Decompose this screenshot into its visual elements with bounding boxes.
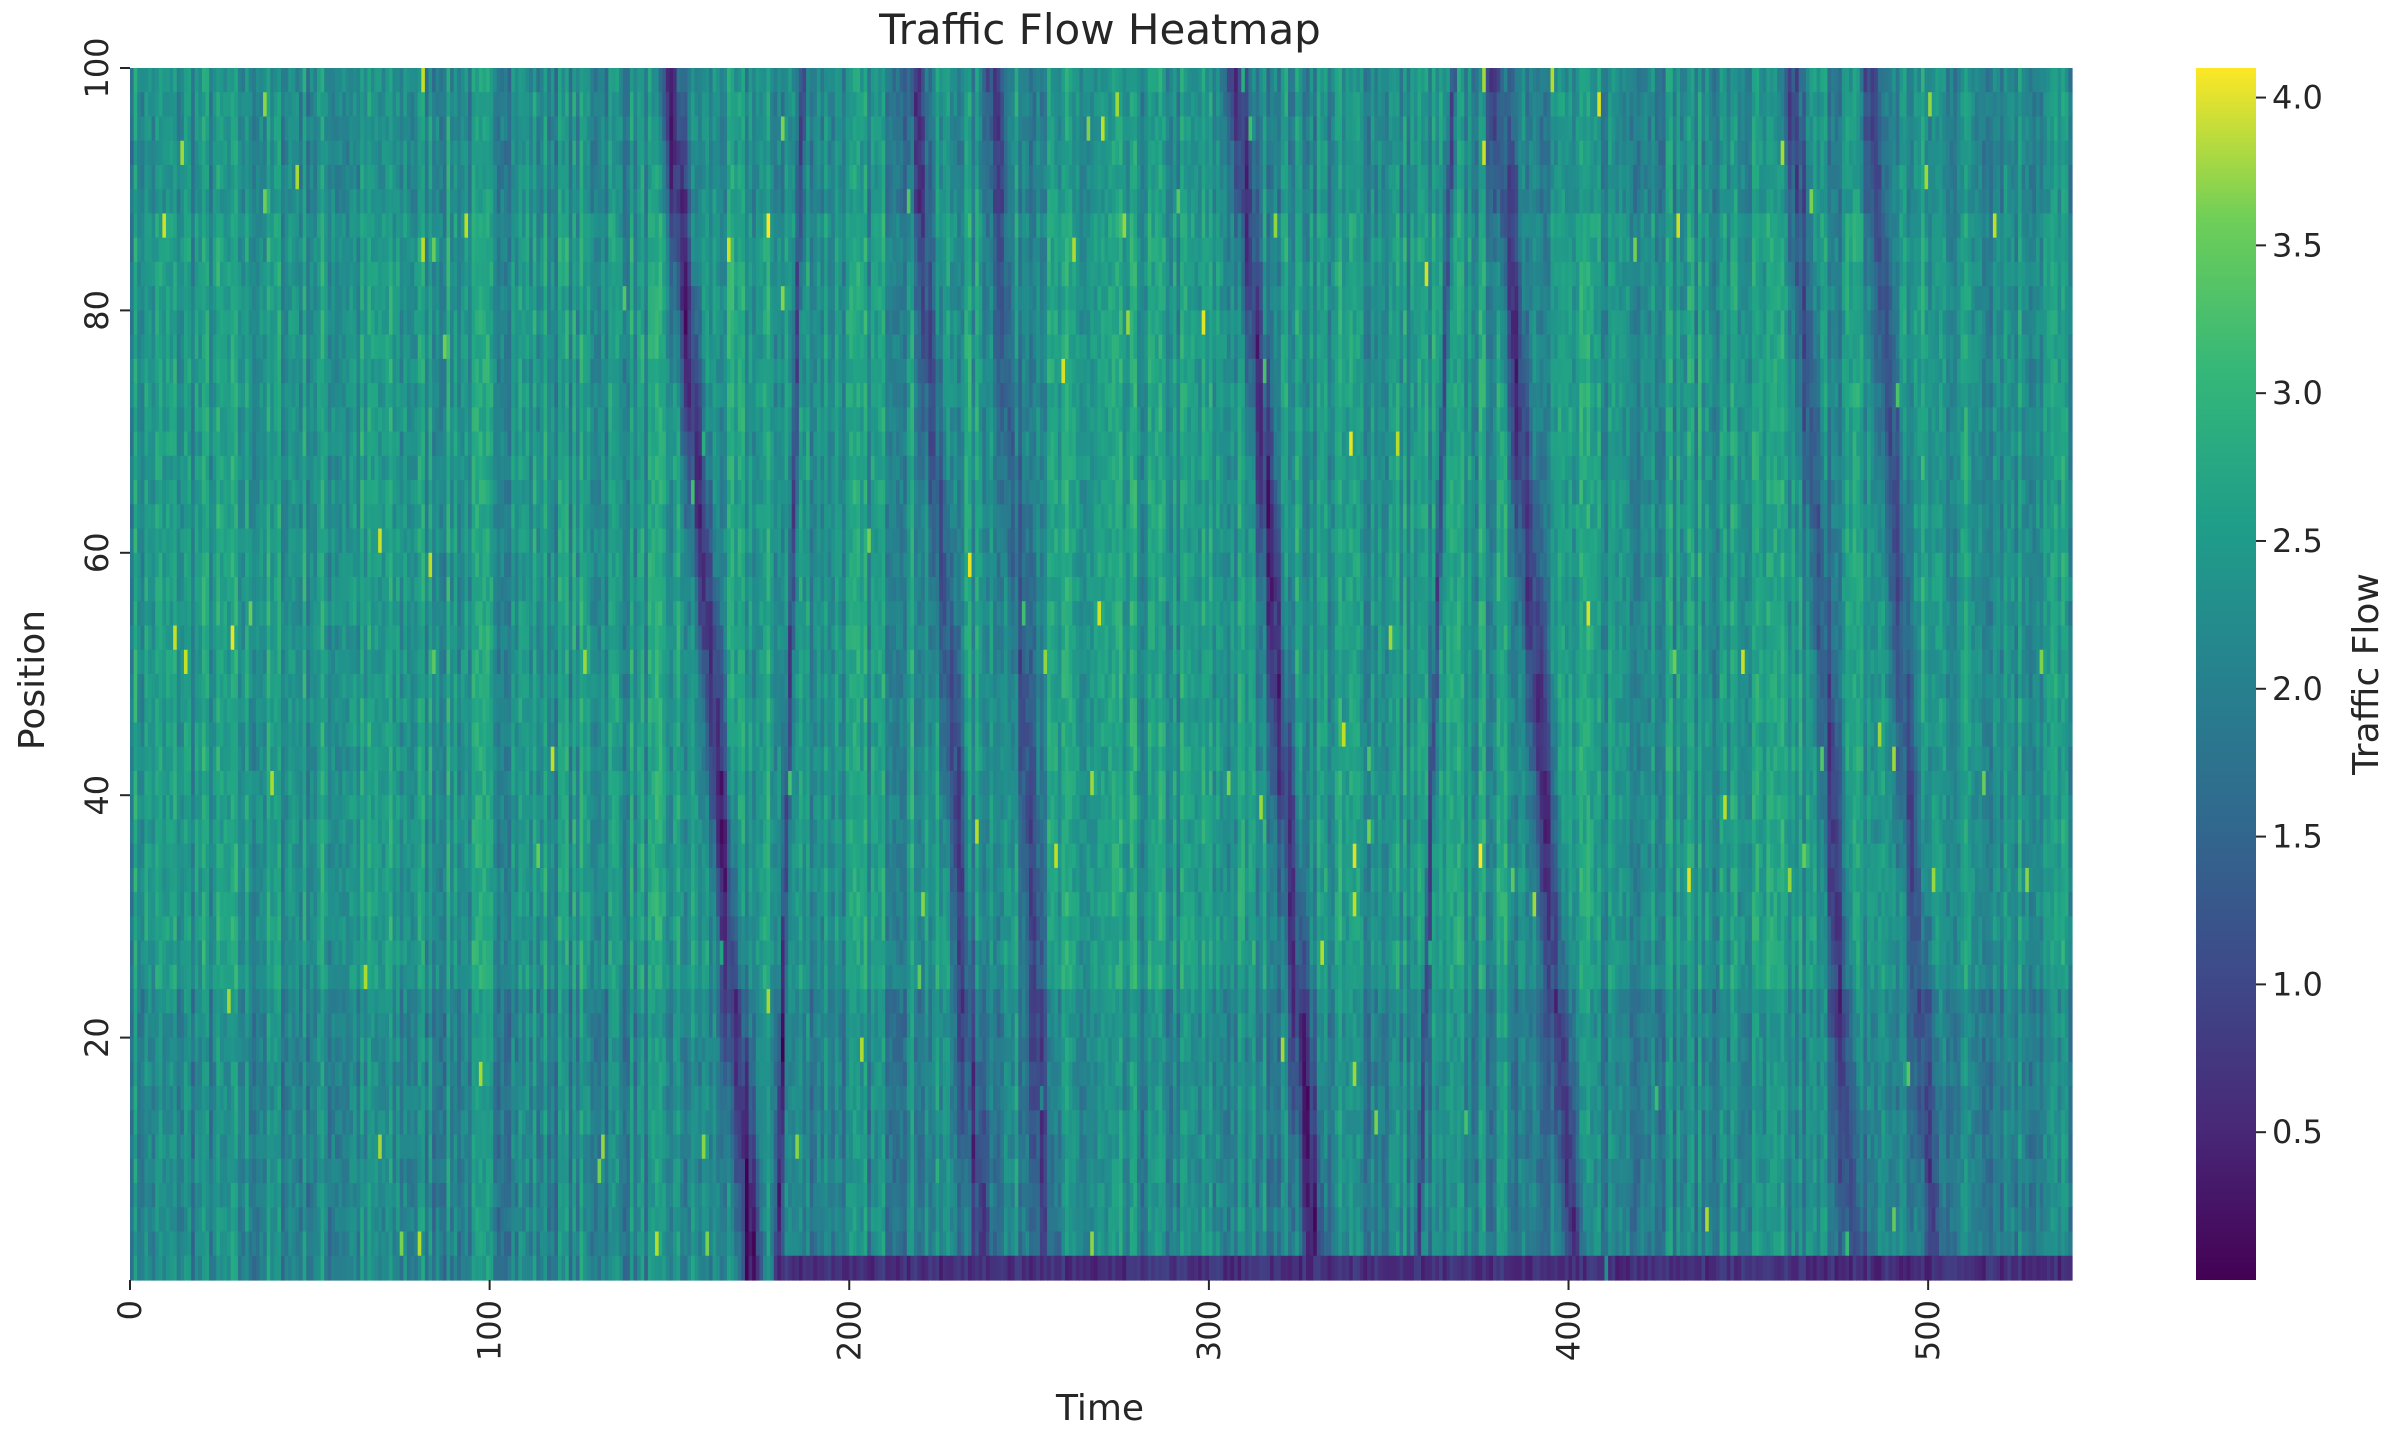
x-tick-label: 100 [471,1300,509,1361]
colorbar-tick-label: 2.0 [2272,670,2323,708]
y-tick-label: 40 [78,775,116,816]
colorbar-tick-label: 3.0 [2272,374,2323,412]
heatmap-cells [130,68,2073,1281]
x-tick-label: 0 [111,1300,149,1320]
x-axis-label: Time [1055,1388,1144,1429]
x-axis-ticks: 0 100 200 300 400 500 [111,1280,1947,1361]
y-tick-label: 60 [78,532,116,573]
colorbar-label: Traffic Flow [2346,573,2387,776]
y-axis-ticks: 20 40 60 80 100 [78,37,130,1057]
colorbar-tick-label: 2.5 [2272,522,2323,560]
x-tick-label: 300 [1190,1300,1228,1361]
colorbar-tick-label: 0.5 [2272,1113,2323,1151]
chart-title: Traffic Flow Heatmap [878,5,1321,54]
colorbar-tick-label: 1.5 [2272,818,2323,856]
colorbar-tick-label: 4.0 [2272,79,2323,117]
x-tick-label: 400 [1550,1300,1588,1361]
colorbar [2196,68,2256,1280]
colorbar-tick-label: 3.5 [2272,226,2323,264]
x-tick-label: 500 [1909,1300,1947,1361]
y-tick-label: 20 [78,1017,116,1058]
y-axis-label: Position [12,610,53,750]
x-tick-label: 200 [830,1300,868,1361]
colorbar-tick-label: 1.0 [2272,965,2323,1003]
y-tick-label: 100 [78,37,116,98]
y-tick-label: 80 [78,290,116,331]
colorbar-ticks: 0.5 1.0 1.5 2.0 2.5 3.0 3.5 4.0 [2256,79,2323,1152]
